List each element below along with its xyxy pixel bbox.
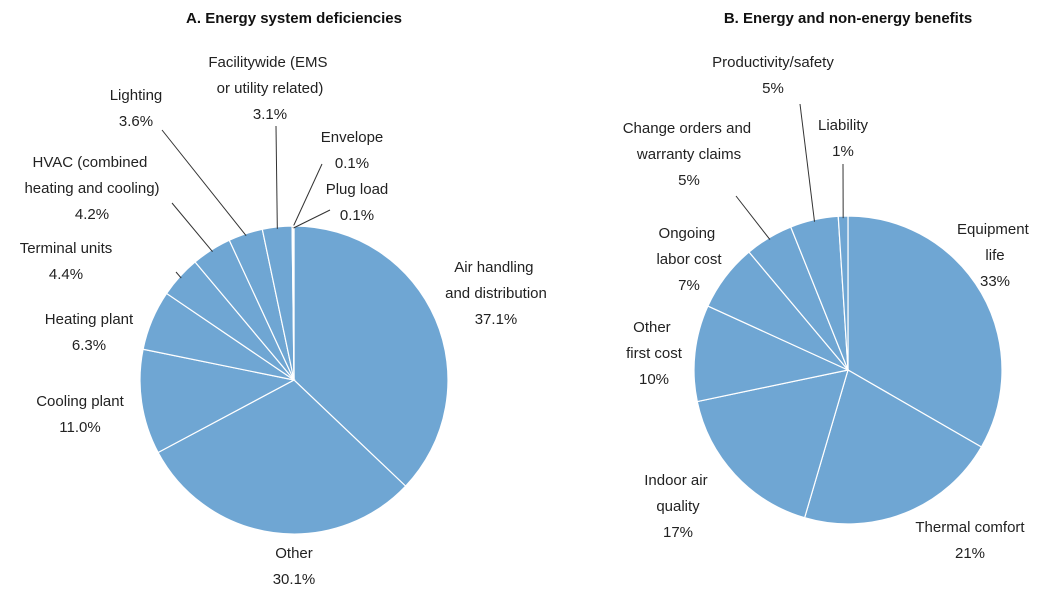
- label-line: Other: [633, 319, 675, 336]
- label-line: Ongoing: [659, 225, 720, 242]
- label-line: Liability: [818, 117, 869, 134]
- slice-label: Plug load: [326, 181, 389, 198]
- label-line: Equipment: [957, 221, 1033, 238]
- label-line: Cooling plant: [36, 393, 124, 410]
- leader-line: [293, 209, 331, 229]
- leader-line: [161, 129, 247, 237]
- label-line: Air handling: [454, 259, 537, 276]
- value-label: 0.1%: [335, 155, 369, 172]
- pie-slice: [139, 348, 296, 454]
- label-line: labor cost: [656, 251, 722, 268]
- value-label: 7%: [678, 277, 700, 294]
- slice-label: Liability: [818, 117, 869, 134]
- value-label: 33%: [980, 273, 1010, 290]
- label-line: Other: [275, 545, 313, 562]
- label-line: Thermal comfort: [915, 519, 1025, 536]
- value-label: 17%: [663, 524, 693, 541]
- pie-slice: [803, 369, 983, 525]
- leader-line: [175, 271, 182, 279]
- value-label: 11.0%: [59, 419, 100, 436]
- value-label: 1%: [832, 143, 854, 160]
- slice-label: Cooling plant: [36, 393, 124, 410]
- slice-label: Indoor air quality: [644, 472, 712, 515]
- pie-slice: [693, 305, 850, 403]
- leader-line: [735, 195, 771, 240]
- slice-label: Ongoing labor cost: [656, 225, 722, 268]
- label-line: Heating plant: [45, 311, 134, 328]
- value-label: 6.3%: [72, 337, 106, 354]
- label-line: Change orders and: [623, 120, 756, 137]
- leader-line: [799, 103, 816, 222]
- value-label: 3.1%: [253, 106, 287, 123]
- slice-label: Other first cost: [626, 319, 683, 362]
- chart-title: B. Energy and non-energy benefits: [724, 10, 972, 27]
- slice-label: Envelope: [321, 129, 384, 146]
- value-label: 4.2%: [75, 206, 109, 223]
- pie-slice: [696, 369, 849, 519]
- slice-label: Terminal units: [20, 240, 113, 257]
- label-line: Envelope: [321, 129, 384, 146]
- value-label: 3.6%: [119, 113, 153, 130]
- slice-label: Lighting: [110, 87, 163, 104]
- value-label: 5%: [678, 172, 700, 189]
- label-line: warranty claims: [636, 146, 741, 163]
- slice-label: Change orders and warranty claims: [623, 120, 756, 163]
- label-line: quality: [656, 498, 700, 515]
- slice-label: Heating plant: [45, 311, 134, 328]
- value-label: 5%: [762, 80, 784, 97]
- pie-slice: [292, 225, 295, 381]
- value-label: 30.1%: [273, 571, 316, 588]
- slice-label: Air handling and distribution: [445, 259, 547, 302]
- label-line: Productivity/safety: [712, 54, 834, 71]
- pie-slice: [293, 225, 449, 487]
- slice-label: Thermal comfort: [915, 519, 1025, 536]
- value-label: 0.1%: [340, 207, 374, 224]
- leader-line: [171, 202, 213, 252]
- label-line: first cost: [626, 345, 683, 362]
- label-line: Indoor air: [644, 472, 712, 489]
- value-label: 21%: [955, 545, 985, 562]
- label-line: life: [985, 247, 1004, 264]
- label-line: Plug load: [326, 181, 389, 198]
- pie-slice: [847, 215, 1003, 448]
- slice-label: Equipment life: [957, 221, 1033, 264]
- leader-line: [275, 125, 278, 229]
- leader-line: [292, 163, 323, 229]
- label-line: Facilitywide (EMS: [208, 54, 331, 71]
- slice-label: Productivity/safety: [712, 54, 834, 71]
- label-line: Terminal units: [20, 240, 113, 257]
- label-line: or utility related): [217, 80, 324, 97]
- value-label: 10%: [639, 371, 669, 388]
- value-label: 37.1%: [475, 311, 518, 328]
- slice-label: Other: [275, 545, 313, 562]
- slice-label: Facilitywide (EMS or utility related): [208, 54, 331, 97]
- label-line: Lighting: [110, 87, 163, 104]
- label-line: and distribution: [445, 285, 547, 302]
- slice-label: HVAC (combined heating and cooling): [24, 154, 159, 197]
- value-label: 4.4%: [49, 266, 83, 283]
- chart-title: A. Energy system deficiencies: [186, 10, 402, 27]
- pie-slice: [157, 379, 407, 535]
- label-line: HVAC (combined: [33, 154, 152, 171]
- label-line: heating and cooling): [24, 180, 159, 197]
